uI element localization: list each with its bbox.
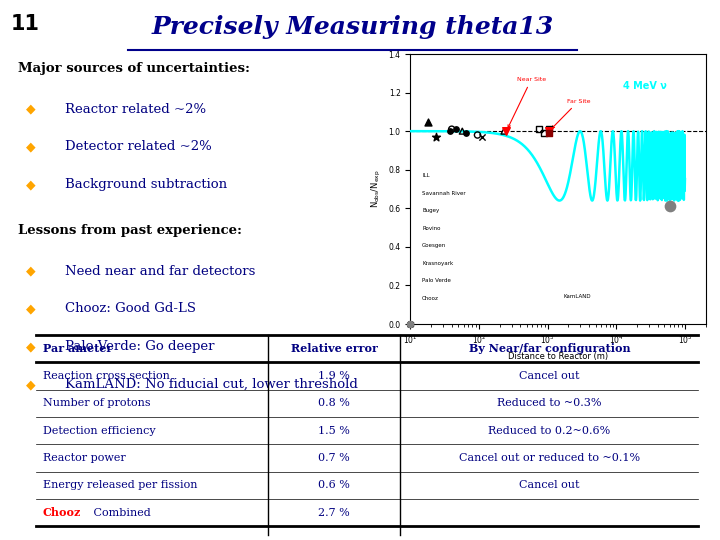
- Text: 0.7 %: 0.7 %: [318, 453, 350, 463]
- Text: ◆: ◆: [26, 340, 36, 353]
- X-axis label: Distance to Reactor (m): Distance to Reactor (m): [508, 352, 608, 361]
- Point: [456, 127, 468, 136]
- Text: Detection efficiency: Detection efficiency: [42, 426, 156, 436]
- Text: Rovino: Rovino: [422, 226, 441, 231]
- Text: Major sources of uncertainties:: Major sources of uncertainties:: [18, 62, 251, 75]
- Point: [544, 127, 555, 136]
- Text: ◆: ◆: [26, 140, 36, 153]
- Point: [460, 129, 472, 137]
- Point: [446, 125, 457, 133]
- Text: 4 MeV ν: 4 MeV ν: [623, 81, 667, 91]
- Text: 0.6 %: 0.6 %: [318, 481, 350, 490]
- Text: Need near and far detectors: Need near and far detectors: [65, 265, 256, 278]
- Text: 0.8 %: 0.8 %: [318, 398, 350, 408]
- Text: Palo Verde: Go deeper: Palo Verde: Go deeper: [65, 340, 215, 353]
- Text: Background subtraction: Background subtraction: [65, 178, 227, 191]
- Text: Combined: Combined: [90, 508, 151, 518]
- Text: ◆: ◆: [26, 378, 36, 391]
- Point: [544, 125, 555, 133]
- Text: Krasnoyark: Krasnoyark: [422, 261, 454, 266]
- Text: ◆: ◆: [26, 178, 36, 191]
- Text: Near Site: Near Site: [508, 77, 546, 127]
- Text: KamLAND: KamLAND: [564, 294, 592, 300]
- Text: Precisely Measuring theta13: Precisely Measuring theta13: [152, 15, 554, 39]
- Text: Cancel out or reduced to ~0.1%: Cancel out or reduced to ~0.1%: [459, 453, 640, 463]
- Text: Relative error: Relative error: [291, 343, 377, 354]
- Point: [444, 127, 456, 136]
- Text: 2.7 %: 2.7 %: [318, 508, 350, 518]
- Point: [431, 133, 442, 141]
- Point: [472, 131, 483, 139]
- Text: 11: 11: [11, 14, 40, 34]
- Text: ◆: ◆: [26, 302, 36, 315]
- Text: 1.9 %: 1.9 %: [318, 371, 350, 381]
- Text: Chooz: Good Gd-LS: Chooz: Good Gd-LS: [65, 302, 196, 315]
- Point: [450, 125, 462, 133]
- Text: Savannah River: Savannah River: [422, 191, 466, 195]
- Text: Reduced to ~0.3%: Reduced to ~0.3%: [497, 398, 602, 408]
- Point: [664, 202, 675, 211]
- Point: [422, 117, 433, 126]
- Text: Goesgen: Goesgen: [422, 243, 446, 248]
- Text: Reduced to 0.2~0.6%: Reduced to 0.2~0.6%: [488, 426, 611, 436]
- Text: Bugey: Bugey: [422, 208, 439, 213]
- Text: Detector related ~2%: Detector related ~2%: [65, 140, 212, 153]
- Text: Reaction cross section: Reaction cross section: [42, 371, 169, 381]
- Text: By Near/far configuration: By Near/far configuration: [469, 343, 630, 354]
- Text: KamLAND: No fiducial cut, lower threshold: KamLAND: No fiducial cut, lower threshol…: [65, 378, 358, 391]
- Text: ◆: ◆: [26, 103, 36, 116]
- Text: 1.5 %: 1.5 %: [318, 426, 350, 436]
- Text: Chooz: Chooz: [422, 296, 439, 301]
- Text: ILL: ILL: [422, 173, 430, 178]
- Y-axis label: N$_{\rm obs}$/N$_{\rm exp}$: N$_{\rm obs}$/N$_{\rm exp}$: [370, 170, 383, 208]
- Text: Energy released per fission: Energy released per fission: [42, 481, 197, 490]
- Text: Cancel out: Cancel out: [519, 371, 580, 381]
- Point: [498, 127, 510, 136]
- Text: Reactor related ~2%: Reactor related ~2%: [65, 103, 206, 116]
- Text: ◆: ◆: [26, 265, 36, 278]
- Text: Far Site: Far Site: [552, 99, 590, 129]
- Text: Reactor power: Reactor power: [42, 453, 125, 463]
- Point: [476, 133, 487, 141]
- Text: Palo Verde: Palo Verde: [422, 278, 451, 284]
- Point: [500, 127, 512, 136]
- Point: [544, 129, 555, 137]
- Text: Cancel out: Cancel out: [519, 481, 580, 490]
- Point: [534, 125, 545, 133]
- Text: Number of protons: Number of protons: [42, 398, 150, 408]
- Point: [539, 129, 550, 137]
- Text: Chooz: Chooz: [42, 507, 81, 518]
- Text: Par ameter: Par ameter: [42, 343, 112, 354]
- Text: Lessons from past experience:: Lessons from past experience:: [18, 224, 243, 237]
